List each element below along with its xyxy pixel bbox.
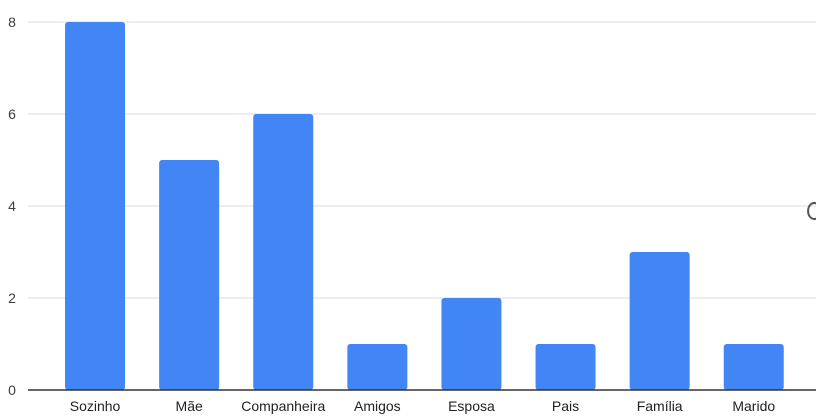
y-tick-label: 4 [8, 198, 16, 214]
grid-lines [28, 21, 816, 299]
x-tick-label: Amigos [354, 398, 401, 414]
bar-esposa [441, 298, 502, 390]
x-tick-label: Marido [732, 398, 775, 414]
y-tick-label: 6 [8, 106, 16, 122]
y-axis-ticks: 0 2 4 6 8 [8, 14, 16, 398]
x-tick-label: Mãe [176, 398, 203, 414]
x-tick-label: Companheira [241, 398, 325, 414]
x-axis-labels: Sozinho Mãe Companheira Amigos Esposa Pais Fam… [70, 398, 776, 414]
x-tick-label: Esposa [448, 398, 495, 414]
bar-mãe [159, 160, 220, 390]
bar-sozinho [65, 22, 126, 390]
bar-marido [723, 344, 784, 390]
bar-companheira [253, 114, 314, 390]
bar-pais [535, 344, 596, 390]
x-tick-label: Família [637, 398, 683, 414]
x-tick-label: Pais [552, 398, 579, 414]
x-tick-label: Sozinho [70, 398, 121, 414]
bars [65, 22, 784, 390]
bar-amigos [347, 344, 408, 390]
clipped-glyph-fragment [807, 202, 816, 220]
y-tick-label: 2 [8, 290, 16, 306]
y-tick-label: 0 [8, 382, 16, 398]
bar-família [629, 252, 690, 390]
y-tick-label: 8 [8, 14, 16, 30]
